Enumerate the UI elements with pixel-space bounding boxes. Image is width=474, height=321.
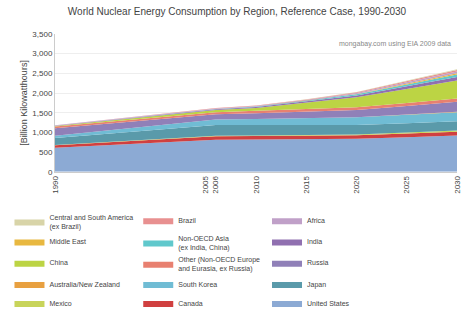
svg-text:2006: 2006: [211, 175, 220, 193]
svg-text:0: 0: [48, 168, 53, 177]
svg-text:1,000: 1,000: [32, 128, 53, 137]
svg-text:Brazil: Brazil: [178, 217, 196, 224]
svg-text:Russia: Russia: [307, 259, 329, 266]
svg-text:Japan: Japan: [307, 281, 326, 289]
svg-text:3,500: 3,500: [32, 30, 53, 39]
svg-text:500: 500: [39, 148, 53, 157]
svg-text:United States: United States: [307, 300, 350, 307]
svg-text:Australia/New Zealand: Australia/New Zealand: [49, 281, 120, 288]
svg-text:2020: 2020: [352, 175, 361, 193]
svg-text:Non-OECD Asia(ex India, China): Non-OECD Asia(ex India, China): [178, 235, 229, 252]
svg-text:South Korea: South Korea: [178, 281, 217, 288]
svg-text:2025: 2025: [402, 175, 411, 193]
svg-text:Africa: Africa: [307, 217, 325, 224]
svg-text:Mexico: Mexico: [49, 300, 71, 307]
svg-text:2030: 2030: [453, 175, 462, 193]
svg-text:1990: 1990: [51, 175, 60, 193]
svg-text:2,500: 2,500: [32, 69, 53, 78]
svg-text:1,500: 1,500: [32, 109, 53, 118]
svg-text:2010: 2010: [252, 175, 261, 193]
svg-text:Middle East: Middle East: [49, 238, 86, 245]
svg-text:India: India: [307, 238, 322, 245]
svg-text:2005: 2005: [201, 175, 210, 193]
svg-text:Central and South America(ex B: Central and South America(ex Brazil): [49, 214, 133, 231]
svg-text:[Billion Kilowatthours]: [Billion Kilowatthours]: [19, 60, 29, 146]
svg-text:2,000: 2,000: [32, 89, 53, 98]
svg-text:2015: 2015: [302, 175, 311, 193]
svg-text:China: China: [49, 259, 67, 266]
svg-text:3,000: 3,000: [32, 49, 53, 58]
svg-text:Other (Non-OECD Europeand Eura: Other (Non-OECD Europeand Eurasia, ex Ru…: [178, 256, 260, 273]
svg-text:World Nuclear Energy Consumpti: World Nuclear Energy Consumption by Regi…: [68, 6, 407, 17]
svg-text:mongabay.com using EIA 2009 da: mongabay.com using EIA 2009 data: [339, 40, 451, 48]
svg-text:Canada: Canada: [178, 300, 203, 307]
